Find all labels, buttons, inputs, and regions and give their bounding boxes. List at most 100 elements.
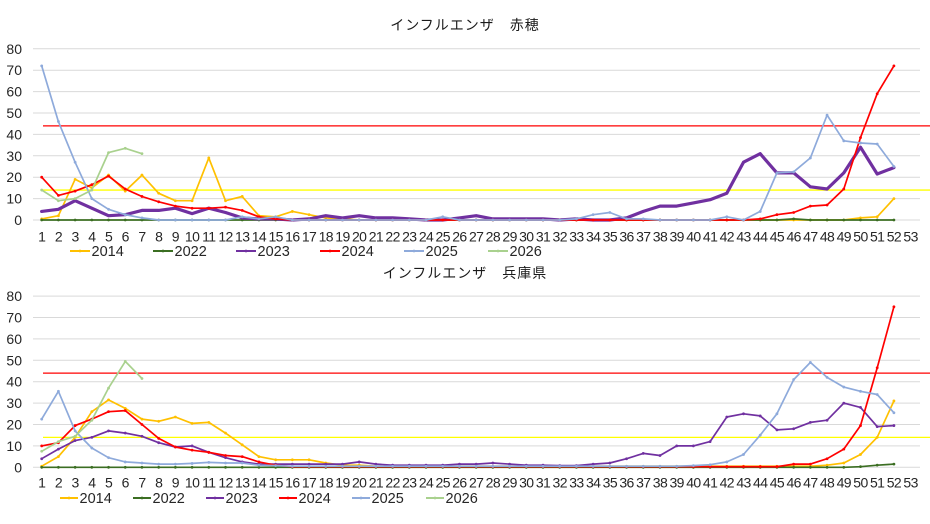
series-2014 [40,398,896,468]
x-tick-label: 34 [586,475,601,491]
data-point-marker [140,218,144,222]
legend: 2014 2022 2023 2024 2025 2026 [60,491,478,507]
data-point-marker [240,443,244,447]
x-tick-label: 23 [402,229,417,245]
data-point-marker [73,177,77,181]
data-point-marker [90,446,94,450]
data-point-marker [458,216,461,220]
data-point-marker [742,160,745,164]
x-tick-label: 29 [502,229,517,245]
data-point-marker [173,415,177,419]
series-line [40,361,895,468]
data-point-marker [859,389,862,393]
data-point-marker [625,457,628,461]
data-point-marker [458,464,461,468]
data-point-marker [324,214,328,218]
data-point-marker [190,199,194,203]
x-tick-label: 19 [335,475,350,491]
data-point-marker [73,189,77,193]
legend: 2014 2022 2023 2024 2025 2026 [70,244,542,260]
x-tick-label: 4 [88,475,96,491]
data-point-marker [859,424,862,427]
data-point-marker [808,465,812,469]
data-point-marker [842,187,846,191]
legend-label: 2023 [258,244,290,260]
x-tick-label: 43 [736,475,751,491]
data-point-marker [207,465,211,469]
data-point-marker [825,187,829,191]
x-tick-label: 28 [486,475,501,491]
data-point-marker [407,218,411,222]
data-point-marker [524,464,528,468]
legend-item-2026: 2026 [426,491,478,507]
series-line [40,65,895,221]
legend-marker [328,249,332,253]
data-point-marker [57,389,60,393]
data-point-marker [107,207,110,211]
x-tick-label: 48 [820,475,835,491]
data-point-marker [90,435,94,439]
legend-label: 2022 [175,244,207,260]
data-point-marker [40,64,44,68]
x-tick-label: 41 [703,475,718,491]
legend-label: 2026 [510,244,542,260]
x-tick-label: 32 [553,229,568,245]
data-point-marker [892,305,896,309]
y-tick-label: 70 [6,310,22,326]
data-point-marker [842,139,846,143]
data-point-marker [524,218,528,222]
data-point-marker [224,461,227,465]
x-tick-label: 53 [903,229,918,245]
data-point-marker [357,218,361,222]
x-tick-label: 13 [235,229,250,245]
data-point-marker [57,465,60,469]
data-point-marker [792,217,796,221]
data-point-marker [808,185,812,189]
x-tick-label: 11 [202,229,216,245]
data-point-marker [859,405,862,409]
data-point-marker [307,213,311,217]
data-point-marker [123,189,127,193]
data-point-marker [775,213,779,217]
x-tick-label: 38 [653,229,668,245]
data-point-marker [190,212,194,215]
x-tick-label: 49 [837,229,852,245]
data-point-marker [240,465,244,469]
data-point-marker [257,217,261,221]
data-point-marker [123,431,127,435]
data-point-marker [808,420,812,424]
x-tick-label: 16 [285,475,300,491]
y-tick-label: 0 [14,212,22,228]
data-point-marker [224,465,227,469]
data-point-marker [173,206,177,210]
data-point-marker [90,197,94,201]
x-tick-label: 18 [319,229,334,245]
x-tick-label: 48 [820,229,835,245]
data-point-marker [825,113,829,117]
x-axis: 1 2 3 4 5 6 7 8 9 10 11 12 13 14 15 16 17 18 19 20 21 22 23 24 2… [38,475,919,491]
x-tick-label: 42 [720,475,735,491]
x-tick-label: 2 [55,229,63,245]
data-point-marker [742,412,745,416]
data-point-marker [825,203,829,207]
data-point-marker [875,463,879,467]
y-tick-label: 60 [6,331,22,347]
x-tick-label: 23 [402,475,417,491]
legend-item-2022: 2022 [153,244,207,260]
data-point-marker [224,211,227,214]
data-point-marker [892,462,896,466]
series-2026 [40,146,144,203]
data-point-marker [173,199,177,203]
data-point-marker [474,462,478,466]
data-point-marker [892,165,896,168]
x-tick-label: 8 [155,229,163,245]
data-point-marker [57,199,60,203]
data-point-marker [40,449,44,453]
data-point-marker [391,216,395,220]
legend-marker [78,249,82,253]
y-tick-label: 70 [6,62,22,78]
series-group [40,305,896,469]
data-point-marker [57,440,60,444]
x-tick-label: 19 [335,229,350,245]
data-point-marker [875,425,879,429]
